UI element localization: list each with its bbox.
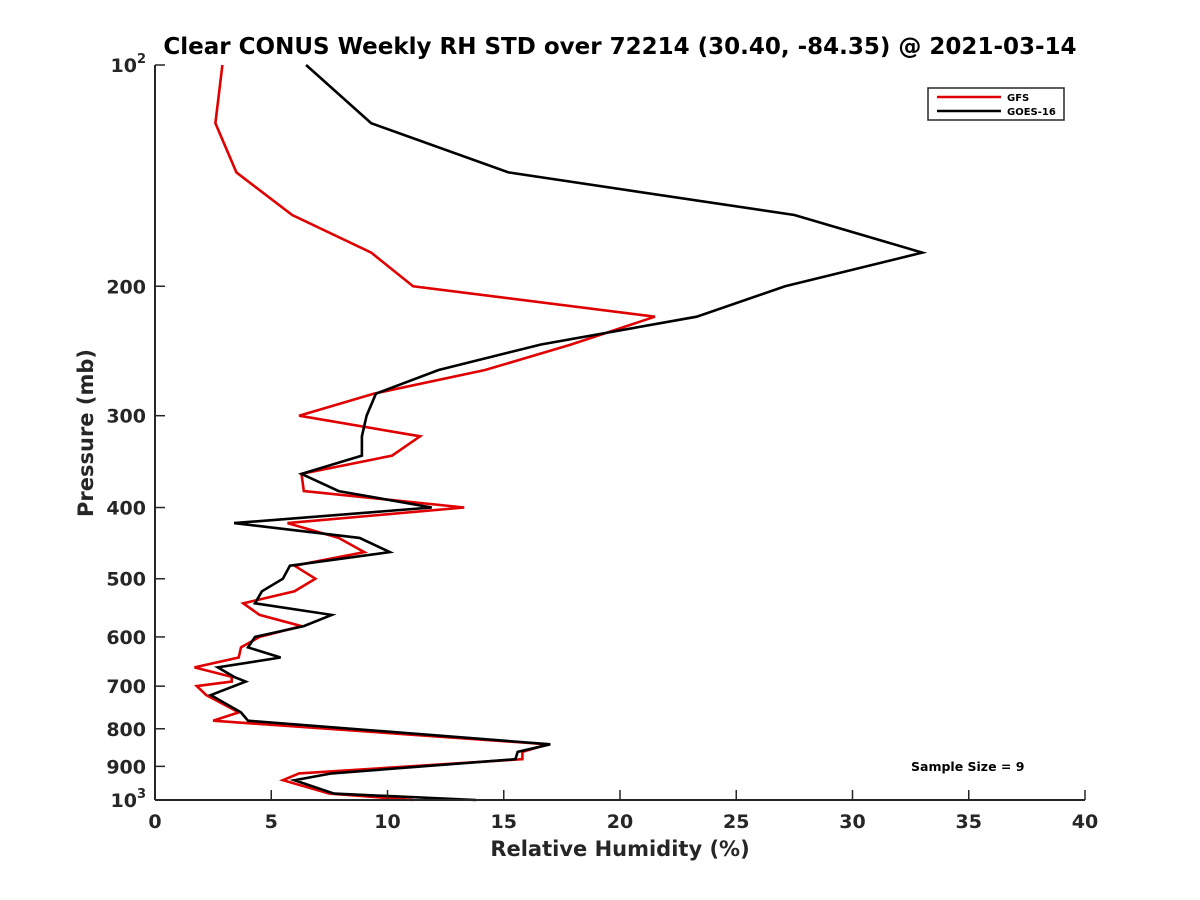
- chart-title: Clear CONUS Weekly RH STD over 72214 (30…: [163, 34, 1076, 60]
- y-tick-label-base: 200: [106, 276, 146, 298]
- x-tick-label: 20: [607, 811, 633, 833]
- y-tick-label-base: 700: [106, 676, 146, 698]
- y-axis-label: Pressure (mb): [74, 349, 98, 517]
- y-tick-label: 400: [106, 498, 146, 520]
- legend-box: [927, 87, 1065, 121]
- y-tick-label-base: 600: [106, 627, 146, 649]
- y-tick-label-base: 900: [106, 756, 146, 778]
- legend-label-goes16: GOES-16: [1007, 107, 1056, 118]
- x-tick-label: 10: [374, 811, 400, 833]
- series-line-gfs: [193, 64, 656, 802]
- sample-size-annotation: Sample Size = 9: [911, 759, 1024, 774]
- x-tick-label: 30: [839, 811, 865, 833]
- y-tick-label: 300: [106, 406, 146, 428]
- y-tick-label-base: 500: [106, 569, 146, 591]
- series-layer: [193, 64, 928, 802]
- y-tick-label: 600: [106, 627, 146, 649]
- legend: GFS GOES-16: [927, 87, 1065, 121]
- x-tick-label: 5: [265, 811, 278, 833]
- y-tick-label-exponent: 2: [137, 52, 146, 67]
- y-tick-label: 103: [111, 787, 147, 812]
- x-axis-label: Relative Humidity (%): [490, 837, 749, 861]
- series-line-goes16: [207, 64, 928, 802]
- y-tick-label: 500: [106, 569, 146, 591]
- y-tick-label: 900: [106, 756, 146, 778]
- y-tick-label: 700: [106, 676, 146, 698]
- y-tick-label-exponent: 3: [137, 787, 146, 802]
- x-tick-label: 0: [148, 811, 161, 833]
- x-axis-ticks: 0 5 10 15 20 25 30 35 40: [148, 790, 1098, 833]
- y-tick-label-base: 400: [106, 498, 146, 520]
- y-tick-label: 800: [106, 719, 146, 741]
- y-tick-label-base: 10: [111, 55, 137, 77]
- x-tick-label: 25: [723, 811, 749, 833]
- y-tick-label-base: 800: [106, 719, 146, 741]
- y-tick-label: 102: [111, 52, 147, 77]
- y-tick-label-base: 10: [111, 790, 137, 812]
- y-tick-label-base: 300: [106, 406, 146, 428]
- y-tick-label: 200: [106, 276, 146, 298]
- x-tick-label: 15: [491, 811, 517, 833]
- legend-label-gfs: GFS: [1007, 93, 1029, 104]
- x-tick-label: 40: [1072, 811, 1098, 833]
- x-tick-label: 35: [956, 811, 982, 833]
